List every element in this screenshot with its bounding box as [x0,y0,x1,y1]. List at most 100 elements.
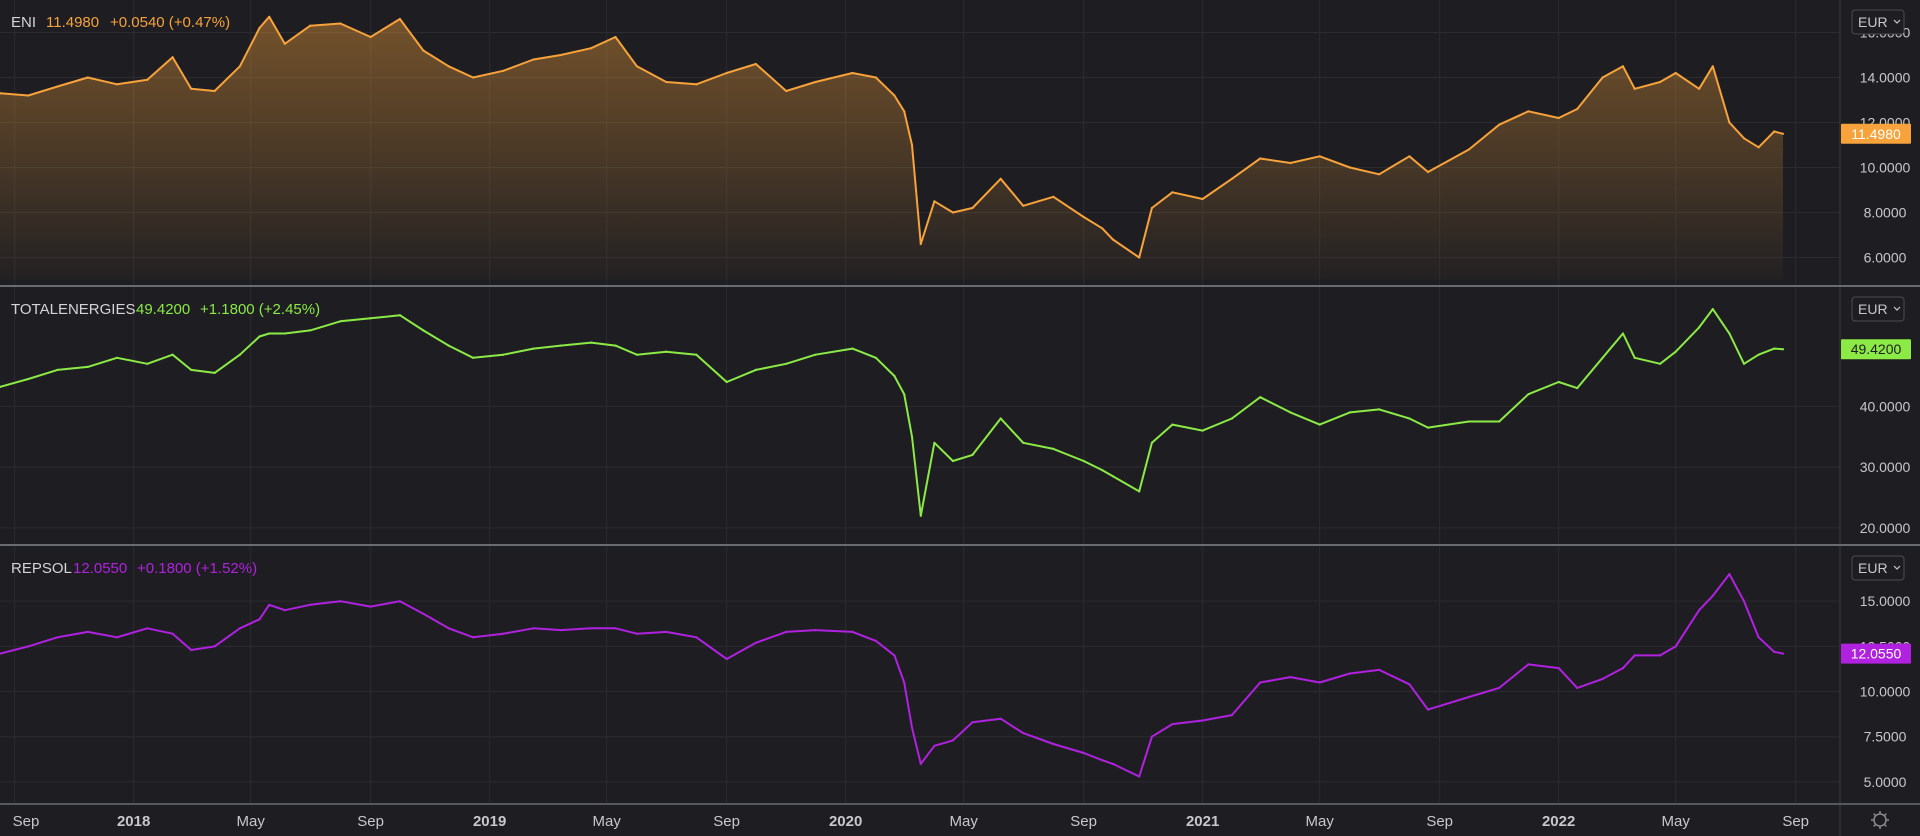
repsol-change: +0.1800 (+1.52%) [137,560,257,577]
totalenergies-data-point [1052,447,1055,450]
time-axis-label: May [1306,813,1335,830]
eni-data-point [1138,256,1141,259]
time-axis-label: Sep [713,813,740,830]
totalenergies-data-point [754,368,758,371]
time-axis[interactable]: Sep 2018 May Sep 2019 May Sep 2020 May Sep 2021 May… [13,811,1889,830]
repsol-data-point [1111,762,1114,766]
totalenergies-data-point [56,368,59,371]
repsol-data-point [1674,645,1677,648]
repsol-data-point [1318,681,1321,684]
eni-price: 11.4980 [46,14,99,31]
totalenergies-data-point [398,314,401,317]
eni-data-point [258,26,261,30]
repsol-currency-select[interactable]: EUR [1851,555,1905,581]
totalenergies-data-point [1171,423,1174,426]
eni-data-point [1601,76,1604,79]
totalenergies-data-point [695,353,698,356]
time-axis-label: 2018 [117,813,150,830]
repsol-data-point [874,639,878,643]
totalenergies-data-point [1408,417,1411,420]
currency-select-value[interactable]: EUR [1858,14,1888,30]
repsol-data-point [283,609,286,612]
totalenergies-data-point [1201,429,1204,432]
repsol-data-point [1728,573,1731,576]
repsol-data-point [999,717,1002,720]
totalenergies-data-point [1378,408,1381,411]
eni-currency-select[interactable]: EUR [1851,9,1905,35]
totalenergies-currency-select[interactable]: EUR [1851,296,1905,322]
totalenergies-data-point [1022,441,1025,444]
eni-data-point [590,47,593,50]
repsol-data-point [1757,636,1760,639]
repsol-data-point [559,629,562,632]
eni-data-point [27,94,30,97]
time-axis-label: May [237,813,266,830]
eni-data-point [146,78,149,81]
totalenergies-data-point [1659,362,1662,365]
eni-data-point [422,49,425,52]
eni-data-point [1022,204,1025,207]
repsol-data-point [1711,594,1714,597]
price-axis-tick-label: 40.0000 [1860,398,1911,414]
totalenergies-data-point [283,332,286,335]
currency-select-box[interactable] [1851,296,1905,322]
totalenergies-data-point [213,371,216,374]
eni-data-point [1201,197,1204,201]
chevron-down-icon [1893,306,1901,311]
currency-select-box[interactable] [1851,9,1905,35]
price-axis-tick-label: 10.0000 [1860,160,1911,176]
currency-select-value[interactable]: EUR [1858,301,1888,317]
price-axis-layer: 6.00008.000010.000012.000014.000016.0000… [1841,9,1911,790]
totalenergies-data-point [1527,393,1530,396]
eni-data-point [1621,65,1625,68]
eni-data-point [1527,110,1530,113]
totalenergies-data-point [1467,420,1470,423]
repsol-data-point [665,630,668,634]
repsol-data-point [1601,677,1604,681]
repsol-data-point [754,641,758,644]
gear-icon[interactable] [1871,811,1889,829]
area-fill-layer [0,16,1783,281]
totalenergies-data-point [532,347,535,350]
eni-data-point [190,87,193,90]
totalenergies-data-point [86,365,89,368]
repsol-data-point [1773,650,1776,653]
totalenergies-data-point [422,329,425,332]
totalenergies-data-point [665,350,668,353]
repsol-data-point [635,632,639,635]
eni-data-point [1111,238,1114,241]
eni-data-point [213,89,216,93]
eni-data-point [1318,155,1321,158]
eni-data-point [951,211,955,214]
repsol-data-point [1576,686,1579,690]
eni-area-fill [0,16,1783,281]
totalenergies-data-point [1781,348,1785,351]
eni-data-point [1557,116,1560,120]
totalenergies-data-point [1742,362,1746,365]
repsol-data-point [1467,695,1470,699]
eni-data-point [1408,155,1411,158]
totalenergies-data-point [1426,426,1430,429]
eni-data-point [999,177,1002,180]
totalenergies-data-point [1138,490,1141,493]
repsol-data-point [971,721,974,724]
currency-select-value[interactable]: EUR [1858,560,1888,576]
repsol-series-line [0,573,1784,778]
eni-data-point [1467,148,1470,151]
repsol-data-point [1022,732,1025,735]
eni-data-point [851,71,854,75]
repsol-data-point [472,636,475,639]
totalenergies-data-point [1757,353,1760,356]
time-axis-label: Sep [357,813,384,830]
totalenergies-data-point [971,453,974,456]
repsol-data-point [1201,719,1204,722]
repsol-data-point [1426,708,1430,711]
eni-data-point [1728,121,1731,124]
totalenergies-data-point [559,344,562,347]
currency-select-box[interactable] [1851,555,1905,581]
price-axis-tick-label: 6.0000 [1864,250,1907,266]
eni-data-point [0,92,2,95]
eni-data-point [1289,161,1292,165]
